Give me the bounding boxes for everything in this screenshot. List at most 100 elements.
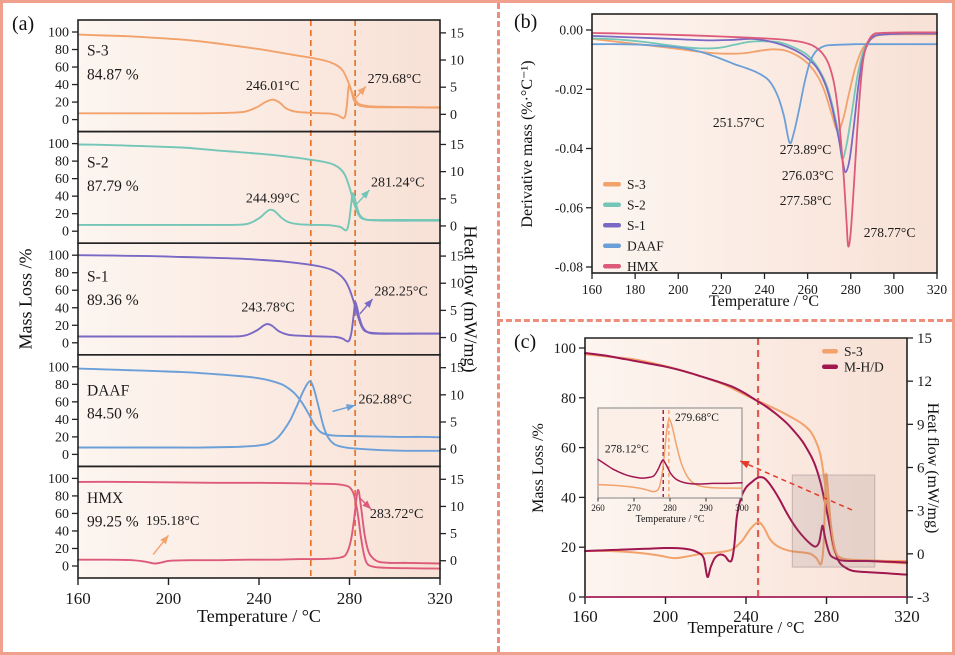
tick-label: 15: [450, 473, 464, 488]
inset-curve-s-3: [597, 418, 743, 493]
series-name-label: HMX: [87, 490, 123, 507]
subplot-hmx: 0 20 40 60 80 100 0 5 10 15 HMX 99.25 % 195.18°C 283.…: [48, 465, 464, 608]
subplot-annotations: S-3 84.87 % 246.01°C 279.68°C: [87, 43, 421, 101]
annotation-arrow-head: [160, 535, 169, 545]
tick-label: 240: [733, 607, 759, 626]
subplot-annotations: S-1 89.36 % 243.78°C 282.25°C: [87, 268, 428, 315]
tick-label: 80: [55, 378, 69, 393]
tick-label: 280: [814, 607, 840, 626]
curve-m-h-d-dsc: [584, 476, 908, 578]
legend-swatch-m-h-d: [822, 364, 838, 369]
series-name-label: S-1: [87, 268, 109, 285]
curve-s-3-dsc: [77, 84, 441, 120]
peak-temp-label: 281.24°C: [371, 176, 424, 191]
tick-label: 320: [927, 282, 948, 297]
tick-label: 80: [55, 266, 69, 281]
tick-label: 260: [591, 503, 605, 513]
legend-label-m-h-d: M-H/D: [844, 360, 884, 375]
tick-label: 0: [450, 443, 457, 458]
panel-b-letter: (b): [514, 11, 538, 33]
panel-c: (c) 0 20 40 60 80 100 -3 0 3 6 9 12 15 160 200 240 280 32…: [500, 322, 950, 652]
series-name-label: S-2: [87, 154, 109, 171]
panel-c-ylabel-left: Mass Loss /%: [530, 423, 547, 513]
tick-label: 40: [55, 301, 69, 316]
tick-label: 290: [699, 503, 713, 513]
tick-label: 160: [582, 282, 603, 297]
plot-background: [592, 14, 937, 273]
subplot-ticks: 0 20 40 60 80 100 0 5 10 15: [48, 360, 464, 463]
tick-label: -0.04: [555, 141, 583, 156]
peak-temp-label: 277.58°C: [780, 193, 832, 208]
tick-label: 200: [653, 607, 679, 626]
tick-label: 80: [55, 155, 69, 170]
annotation-arrow-head: [357, 86, 366, 96]
tick-label: 300: [884, 282, 905, 297]
tick-label: 100: [48, 360, 69, 375]
panel-separator-vertical: [497, 3, 500, 652]
highlight-region: [791, 474, 876, 568]
tick-label: 180: [625, 282, 646, 297]
tick-label: 15: [450, 250, 464, 265]
panel-b: (b) 0.00 -0.02 -0.04 -0.06 -0.08 160 180 200 220…: [500, 8, 950, 320]
curves: [591, 31, 938, 248]
inset-peak-temp-label: 278.12°C: [605, 443, 649, 455]
subplot-annotations: S-2 87.79 % 244.99°C 281.24°C: [87, 154, 424, 206]
legend-label-s-2: S-2: [627, 198, 646, 213]
panel-a-ylabel-right: Heat flow (mW/mg): [460, 225, 481, 373]
peak-temp-label: 251.57°C: [713, 115, 765, 130]
tick-label: -3: [917, 590, 930, 606]
tick-label: 0: [62, 448, 69, 463]
subplot-annotations: DAAF 84.50 % 262.88°C: [87, 383, 412, 423]
tick-label: 20: [561, 540, 576, 556]
tick-label: 320: [427, 589, 453, 608]
inset-curve-m-h-d: [597, 458, 743, 485]
tick-label: 240: [246, 589, 272, 608]
panel-c-xlabel: Temperature / °C: [687, 618, 805, 637]
curve-hmx-tg: [77, 480, 441, 570]
tick-label: 5: [450, 415, 457, 430]
tick-label: 5: [450, 527, 457, 542]
peak-temp-label: 273.89°C: [780, 142, 832, 157]
tick-label: 280: [841, 282, 862, 297]
legend-label-hmx: HMX: [627, 259, 659, 274]
tick-label: 6: [917, 461, 925, 477]
tick-label: 60: [55, 395, 69, 410]
tick-label: 270: [627, 503, 641, 513]
tick-label: 15: [917, 331, 932, 347]
series-name-label: S-3: [87, 43, 109, 60]
tick-label: 0: [569, 590, 577, 606]
tick-label: -0.02: [555, 82, 583, 97]
tick-label: 280: [337, 589, 363, 608]
curve-daaf-dtg: [591, 43, 938, 145]
curves: [584, 352, 908, 578]
tick-label: 240: [754, 282, 775, 297]
subplot-annotations: HMX 99.25 % 195.18°C 283.72°C: [87, 490, 423, 556]
subplot-s-2: 0 20 40 60 80 100 0 5 10 15 S-2 87.79 % 244.99°C 281.…: [48, 130, 464, 244]
peak-temp-label: 283.72°C: [370, 507, 423, 522]
tick-label: 15: [450, 26, 464, 41]
inset: 260 270 280 290 300 Temperature / °C 278.12°C 2…: [591, 407, 749, 525]
tick-label: 20: [55, 96, 69, 111]
subplot-ticks: 0 20 40 60 80 100 0 5 10 15: [48, 137, 464, 240]
annotation-arrow-head: [360, 190, 370, 199]
tick-label: 40: [55, 413, 69, 428]
legend-swatch-s-3: [603, 182, 621, 187]
subplot-ticks: 0 20 40 60 80 100 0 5 10 15: [48, 26, 464, 129]
panel-b-chart: 0.00 -0.02 -0.04 -0.06 -0.08 160 180 200 220 240 2…: [555, 13, 948, 297]
tick-label: 100: [48, 26, 69, 41]
peak-temp-label: 278.77°C: [864, 225, 916, 240]
legend: S-3 S-2 S-1 DAAF HMX: [603, 177, 664, 274]
tick-label: 3: [917, 504, 925, 520]
tick-label: 200: [668, 282, 689, 297]
curve-m-h-d-tg: [584, 352, 908, 576]
panel-separator-horizontal: [497, 319, 952, 322]
panel-a-letter: (a): [12, 13, 35, 35]
tick-label: 0: [62, 225, 69, 240]
tick-label: 260: [798, 282, 819, 297]
tick-label: 80: [55, 43, 69, 58]
tick-label: 0: [917, 547, 925, 563]
tick-label: 5: [450, 304, 457, 319]
tick-label: 0: [450, 554, 457, 569]
